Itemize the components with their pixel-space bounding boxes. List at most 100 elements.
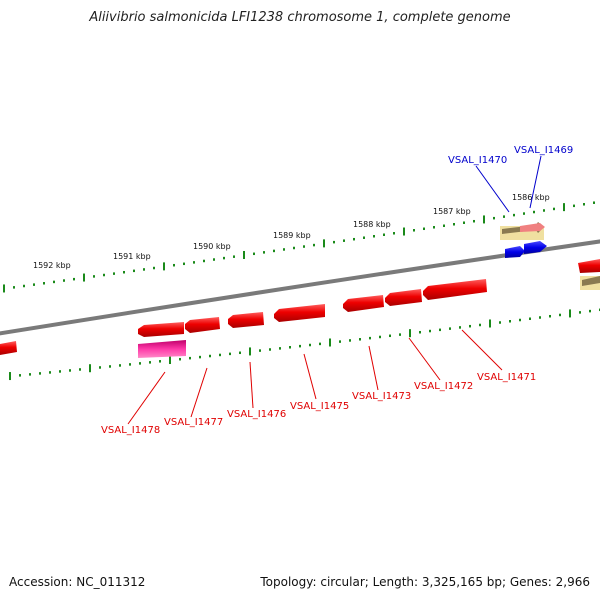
outer-minor-tick xyxy=(153,266,155,270)
inner-minor-tick xyxy=(429,329,431,333)
scale-ticks-inner xyxy=(9,308,600,381)
inner-minor-tick xyxy=(479,323,481,327)
outer-minor-tick xyxy=(533,210,535,214)
gene-arrow-VSAL-I1478[interactable] xyxy=(138,322,184,337)
outer-minor-tick xyxy=(73,277,75,281)
outer-minor-tick xyxy=(313,243,315,247)
outer-minor-tick xyxy=(133,269,135,273)
scale-label-1587: 1587 kbp xyxy=(433,207,471,216)
inner-minor-tick xyxy=(179,357,181,361)
genome-summary-text: Topology: circular; Length: 3,325,165 bp… xyxy=(260,575,590,589)
gene-arrow-offscreen-right[interactable] xyxy=(578,259,600,273)
gene-arrow-VSAL-I1471[interactable] xyxy=(423,279,487,300)
callout-line-VSAL-I1478 xyxy=(127,371,166,425)
outer-minor-tick xyxy=(43,282,45,285)
outer-minor-tick xyxy=(143,268,145,271)
callout-line-VSAL-I1475 xyxy=(303,353,317,400)
inner-minor-tick xyxy=(139,362,141,365)
inner-minor-tick xyxy=(379,335,381,339)
scale-ticks-outer xyxy=(3,201,595,293)
outer-minor-tick xyxy=(13,286,15,289)
outer-minor-tick xyxy=(513,213,515,217)
accession-text: Accession: NC_011312 xyxy=(9,575,146,589)
outer-minor-tick xyxy=(223,256,225,260)
gene-arrow-VSAL-I1473[interactable] xyxy=(343,295,384,312)
inner-minor-tick xyxy=(239,351,241,355)
inner-minor-tick xyxy=(159,360,161,363)
outer-minor-tick xyxy=(263,251,265,254)
inner-minor-tick xyxy=(509,320,511,323)
inner-minor-tick xyxy=(79,368,81,371)
inner-minor-tick xyxy=(209,354,211,358)
inner-minor-tick xyxy=(29,373,31,376)
callout-line-VSAL-I1472 xyxy=(408,337,441,381)
scale-label-1591: 1591 kbp xyxy=(113,252,151,261)
inner-major-tick xyxy=(569,309,571,318)
outer-minor-tick xyxy=(463,221,465,224)
outer-minor-tick xyxy=(373,234,375,238)
gene-arrow-VSAL-I1470[interactable] xyxy=(505,246,525,258)
gene-label-VSAL-I1473[interactable]: VSAL_I1473 xyxy=(352,391,411,402)
outer-minor-tick xyxy=(543,209,545,212)
inner-minor-tick xyxy=(459,326,461,329)
outer-minor-tick xyxy=(173,263,175,267)
map-title: Aliivibrio salmonicida LFI1238 chromosom… xyxy=(89,10,511,25)
outer-minor-tick xyxy=(193,261,195,264)
gene-label-VSAL-I1469[interactable]: VSAL_I1469 xyxy=(514,145,573,156)
inner-minor-tick xyxy=(19,374,21,377)
outer-minor-tick xyxy=(423,227,425,231)
outer-minor-tick xyxy=(523,212,525,215)
outer-major-tick xyxy=(243,250,245,259)
gene-arrow-offscreen-left[interactable] xyxy=(0,341,17,355)
outer-minor-tick xyxy=(393,232,395,235)
outer-minor-tick xyxy=(413,229,415,232)
inner-minor-tick xyxy=(439,328,441,332)
gene-label-VSAL-I1471[interactable]: VSAL_I1471 xyxy=(477,372,536,383)
outer-minor-tick xyxy=(503,215,505,218)
outer-minor-tick xyxy=(123,270,125,274)
gene-arrow-VSAL-I1475[interactable] xyxy=(274,304,325,322)
inner-minor-tick xyxy=(389,334,391,338)
inner-minor-tick xyxy=(129,363,131,366)
outer-minor-tick xyxy=(293,246,295,250)
outer-major-tick xyxy=(323,239,325,248)
gene-label-VSAL-I1470[interactable]: VSAL_I1470 xyxy=(448,155,507,166)
callout-lines xyxy=(127,155,542,425)
inner-minor-tick xyxy=(189,356,191,360)
callout-line-VSAL-I1473 xyxy=(368,345,379,391)
gene-label-VSAL-I1476[interactable]: VSAL_I1476 xyxy=(227,409,286,420)
inner-major-tick xyxy=(89,364,91,373)
inner-major-tick xyxy=(169,356,171,365)
inner-minor-tick xyxy=(529,317,531,321)
inner-minor-tick xyxy=(219,353,221,357)
outer-minor-tick xyxy=(213,258,215,261)
outer-minor-tick xyxy=(453,222,455,226)
gene-arrow-VSAL-I1476[interactable] xyxy=(228,312,264,328)
gene-label-VSAL-I1478[interactable]: VSAL_I1478 xyxy=(101,425,160,436)
scale-label-1592: 1592 kbp xyxy=(33,261,71,270)
scale-label-1588: 1588 kbp xyxy=(353,220,391,229)
gene-arrow-VSAL-I1477[interactable] xyxy=(185,317,220,333)
inner-minor-tick xyxy=(559,313,561,317)
gene-label-VSAL-I1475[interactable]: VSAL_I1475 xyxy=(290,401,349,412)
gene-label-VSAL-I1477[interactable]: VSAL_I1477 xyxy=(164,417,223,428)
outer-minor-tick xyxy=(343,239,345,242)
gene-label-VSAL-I1472[interactable]: VSAL_I1472 xyxy=(414,381,473,392)
gene-arrow-VSAL-I1469[interactable] xyxy=(524,241,547,254)
outer-minor-tick xyxy=(333,240,335,244)
inner-major-tick xyxy=(489,319,491,328)
pseudogene-VSAL-I1478[interactable] xyxy=(138,340,186,358)
inner-minor-tick xyxy=(359,338,361,341)
gene-arrow-VSAL-I1472[interactable] xyxy=(385,289,422,306)
outer-minor-tick xyxy=(443,224,445,228)
inner-minor-tick xyxy=(289,346,291,349)
inner-major-tick xyxy=(329,338,331,347)
outer-minor-tick xyxy=(233,255,235,258)
inner-minor-tick xyxy=(69,369,71,372)
outer-minor-tick xyxy=(353,237,355,241)
scale-label-1590: 1590 kbp xyxy=(193,242,231,251)
inner-minor-tick xyxy=(309,343,311,347)
scale-label-1586: 1586 kbp xyxy=(512,193,550,202)
inner-minor-tick xyxy=(119,364,121,367)
